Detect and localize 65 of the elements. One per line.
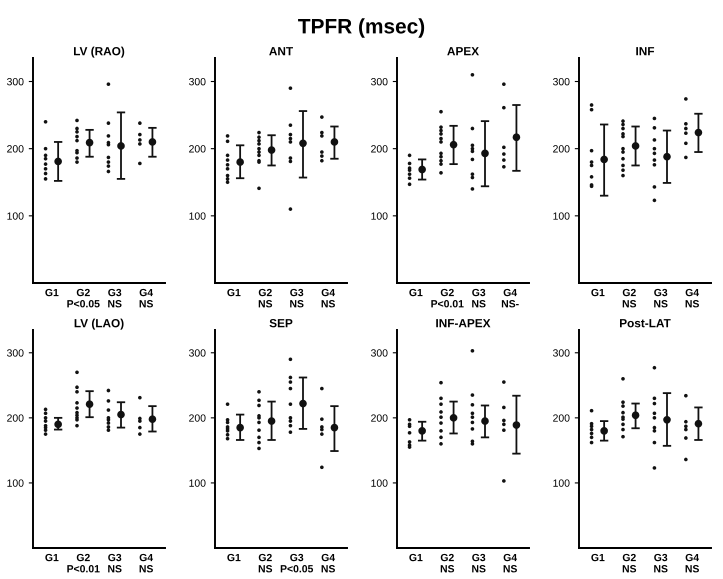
x-tick-label: G4 NS- [502, 288, 519, 308]
chart-title: SEP [270, 318, 292, 328]
y-tick-label: 100 [7, 212, 24, 220]
y-tick-label: 300 [370, 78, 388, 86]
x-tick-label: G4 NS [686, 554, 700, 572]
y-tick-label: 300 [6, 78, 24, 86]
x-tick-label: G2 NS [258, 554, 272, 572]
x-tick-label: G3 NS [472, 288, 486, 308]
chart-title: APEX [447, 47, 479, 56]
x-tick-label: G3 P<0.05 [280, 554, 314, 572]
chart-title: INF-APEX [436, 319, 490, 328]
y-tick-label: 300 [6, 349, 24, 357]
text: TPFR (msec) [298, 18, 424, 38]
x-tick-label: G3 NS [654, 288, 668, 308]
chart-title: Post-LAT [620, 319, 671, 328]
y-tick-label: 300 [552, 349, 570, 357]
x-tick-label: G4 NS [686, 288, 700, 308]
y-tick-label: 100 [553, 479, 570, 487]
x-tick-label: G2 NS [258, 288, 272, 308]
y-tick-label: 200 [371, 414, 388, 422]
y-tick-label: 100 [371, 479, 388, 487]
chart-title: ANT [269, 47, 294, 56]
x-tick-label: G1 [409, 554, 423, 562]
x-tick-label: G3 NS [108, 288, 122, 308]
x-tick-label: G1 [409, 288, 423, 296]
chart-title: LV (RAO) [74, 46, 124, 58]
x-tick-label: G3 NS [108, 554, 122, 572]
x-tick-label: G4 NS [504, 554, 518, 572]
x-tick-label: G2 P<0.01 [67, 554, 100, 572]
x-tick-label: G2 NS [622, 288, 636, 308]
x-tick-label: G2 NS [622, 554, 636, 572]
x-tick-label: G4 NS [140, 288, 154, 308]
y-tick-label: 100 [7, 479, 24, 487]
y-tick-label: 200 [7, 414, 24, 422]
y-tick-label: 200 [553, 145, 570, 153]
x-tick-label: G4 NS [322, 554, 336, 572]
x-tick-label: G4 NS [322, 288, 336, 308]
x-tick-label: G1 [591, 554, 605, 562]
x-tick-label: G2 NS [440, 554, 454, 572]
chart-title: INF [636, 47, 654, 56]
x-tick-label: G2 P<0.01 [431, 288, 464, 308]
y-tick-label: 100 [189, 212, 206, 220]
y-tick-label: 300 [188, 349, 206, 357]
x-tick-label: G1 [45, 288, 59, 296]
y-tick-label: 300 [370, 349, 388, 357]
y-tick-label: 200 [553, 414, 570, 422]
x-tick-label: G3 NS [290, 288, 304, 308]
x-tick-label: G3 NS [472, 554, 486, 572]
y-tick-label: 200 [371, 145, 388, 153]
x-tick-label: G3 NS [654, 554, 668, 572]
x-tick-label: G2 P<0.05 [67, 288, 100, 308]
y-tick-label: 100 [371, 212, 388, 220]
y-tick-label: 200 [189, 145, 206, 153]
y-tick-label: 200 [189, 414, 206, 422]
y-tick-label: 300 [188, 78, 206, 86]
y-tick-label: 200 [7, 145, 24, 153]
x-tick-label: G1 [45, 554, 59, 562]
x-tick-label: G1 [227, 288, 241, 296]
x-tick-label: G4 NS [140, 554, 154, 572]
y-tick-label: 300 [552, 78, 570, 86]
chart-title: LV (LAO) [74, 318, 124, 330]
x-tick-label: G1 [591, 288, 605, 296]
y-tick-label: 100 [553, 212, 570, 220]
x-tick-label: G1 [227, 554, 241, 562]
y-tick-label: 100 [189, 479, 206, 487]
